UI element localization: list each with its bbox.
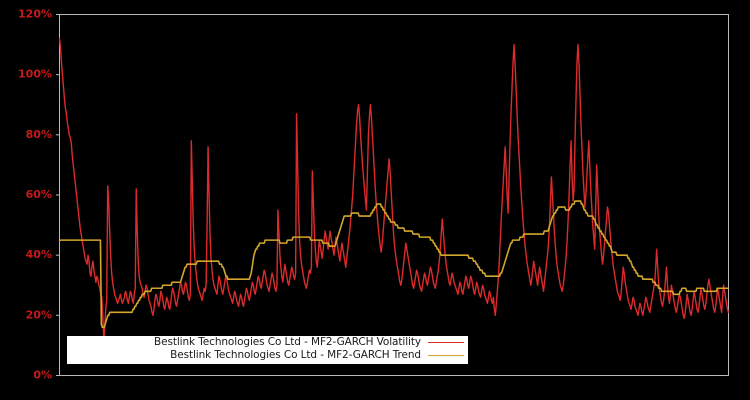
y-axis-tick-label: 60% [26, 188, 52, 201]
series-line-trend [58, 200, 730, 329]
data-series-group [58, 37, 730, 341]
legend-swatch-trend [428, 355, 464, 356]
chart-legend: Bestlink Technologies Co Ltd - MF2-GARCH… [67, 336, 468, 364]
legend-swatch-volatility [428, 342, 464, 343]
legend-label-volatility: Bestlink Technologies Co Ltd - MF2-GARCH… [154, 336, 421, 348]
series-line-volatility [58, 37, 730, 341]
y-axis-tick-label: 40% [26, 248, 52, 261]
legend-entry-trend[interactable]: Bestlink Technologies Co Ltd - MF2-GARCH… [67, 349, 468, 362]
legend-entry-volatility[interactable]: Bestlink Technologies Co Ltd - MF2-GARCH… [67, 336, 468, 349]
y-axis-tick-label: 0% [33, 369, 52, 382]
y-axis-tick-labels: 0% 20% 40% 60% 80% 100% 120% [18, 8, 52, 382]
y-axis-tick-marks [56, 14, 60, 376]
y-axis-tick-label: 20% [26, 308, 52, 321]
y-axis-tick-label: 80% [26, 128, 52, 141]
y-axis-tick-label: 120% [18, 8, 52, 21]
plot-frame [59, 14, 729, 376]
legend-label-trend: Bestlink Technologies Co Ltd - MF2-GARCH… [170, 349, 421, 361]
y-axis-tick-label: 100% [18, 68, 52, 81]
